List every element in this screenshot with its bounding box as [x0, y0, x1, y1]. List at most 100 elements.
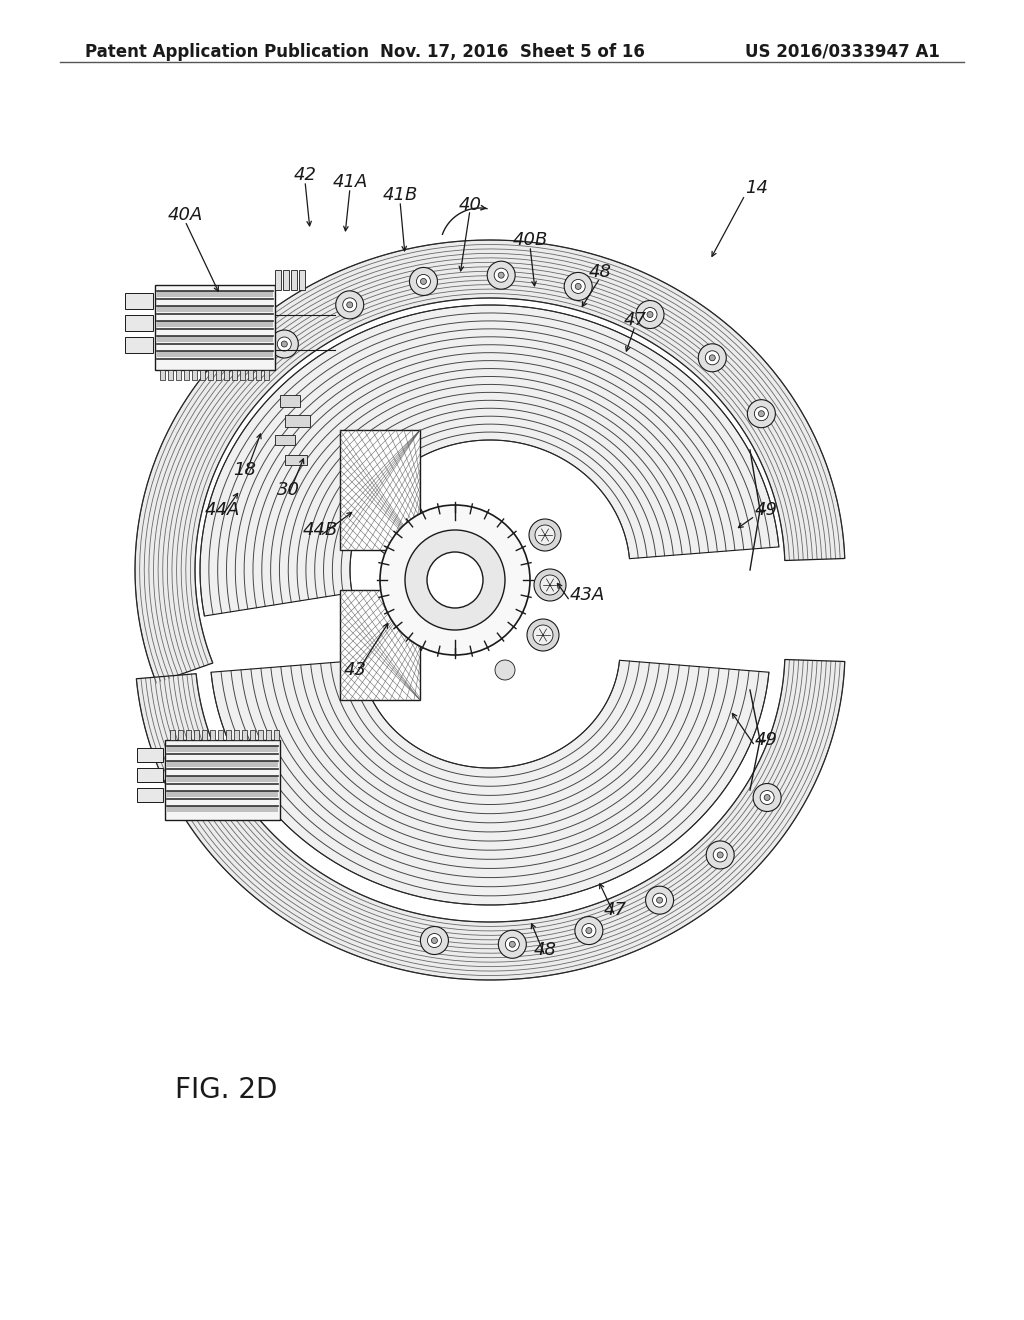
Circle shape — [574, 916, 603, 945]
Circle shape — [564, 272, 592, 301]
Circle shape — [406, 531, 505, 630]
Polygon shape — [136, 660, 845, 979]
Bar — [285, 414, 310, 426]
Circle shape — [498, 272, 504, 279]
Bar — [258, 730, 263, 741]
Bar — [232, 370, 237, 380]
Text: 44A: 44A — [205, 502, 240, 519]
Circle shape — [343, 298, 356, 312]
Bar — [210, 730, 215, 741]
Bar — [285, 455, 307, 465]
Bar — [125, 315, 153, 331]
Polygon shape — [135, 240, 845, 682]
Text: 43: 43 — [343, 661, 367, 678]
Circle shape — [636, 301, 664, 329]
Bar — [226, 730, 231, 741]
Bar — [208, 370, 213, 380]
Text: 49: 49 — [755, 731, 778, 748]
Bar — [137, 768, 163, 781]
Text: US 2016/0333947 A1: US 2016/0333947 A1 — [745, 44, 940, 61]
Bar — [170, 730, 175, 741]
Bar — [176, 370, 181, 380]
Circle shape — [529, 519, 561, 550]
Circle shape — [495, 660, 515, 680]
Bar — [157, 306, 273, 312]
FancyBboxPatch shape — [155, 285, 275, 370]
Bar — [186, 730, 191, 741]
Text: 44B: 44B — [302, 521, 338, 539]
Circle shape — [417, 275, 430, 289]
Bar — [299, 271, 305, 290]
Bar — [264, 370, 269, 380]
Bar — [200, 370, 205, 380]
Bar — [167, 807, 278, 812]
Text: 40B: 40B — [512, 231, 548, 249]
Circle shape — [582, 924, 596, 937]
Circle shape — [755, 407, 768, 421]
Bar — [168, 370, 173, 380]
Text: 47: 47 — [603, 902, 627, 919]
Text: 40: 40 — [459, 195, 481, 214]
Bar — [125, 337, 153, 352]
Text: 40A: 40A — [167, 206, 203, 224]
Circle shape — [645, 886, 674, 915]
Circle shape — [534, 569, 566, 601]
Circle shape — [707, 841, 734, 869]
Bar — [266, 730, 271, 741]
Text: Nov. 17, 2016  Sheet 5 of 16: Nov. 17, 2016 Sheet 5 of 16 — [380, 44, 644, 61]
Text: 14: 14 — [745, 180, 768, 197]
Text: 42: 42 — [294, 166, 316, 183]
Bar — [157, 290, 273, 297]
Circle shape — [278, 337, 291, 351]
Text: 30: 30 — [276, 480, 299, 499]
Circle shape — [647, 312, 653, 318]
Circle shape — [336, 290, 364, 319]
Bar — [242, 730, 247, 741]
Bar — [125, 293, 153, 309]
Circle shape — [431, 937, 437, 944]
Circle shape — [427, 552, 483, 609]
Text: 41A: 41A — [333, 173, 368, 191]
Circle shape — [535, 525, 555, 545]
Bar — [167, 791, 278, 796]
Bar — [137, 788, 163, 803]
Bar — [340, 430, 420, 550]
Circle shape — [505, 937, 519, 952]
Bar — [224, 370, 229, 380]
Bar — [194, 730, 199, 741]
Circle shape — [499, 931, 526, 958]
Circle shape — [270, 330, 298, 358]
Polygon shape — [200, 305, 779, 616]
Polygon shape — [211, 660, 769, 906]
FancyBboxPatch shape — [165, 741, 280, 820]
Circle shape — [652, 894, 667, 907]
Bar — [275, 436, 295, 445]
Text: 43A: 43A — [570, 586, 605, 605]
Bar — [167, 776, 278, 781]
Circle shape — [534, 624, 553, 645]
Bar — [167, 746, 278, 751]
Circle shape — [643, 308, 657, 322]
Bar — [202, 730, 207, 741]
Circle shape — [527, 619, 559, 651]
Circle shape — [421, 927, 449, 954]
Text: 18: 18 — [233, 461, 256, 479]
Circle shape — [487, 261, 515, 289]
Circle shape — [347, 302, 352, 308]
Bar — [178, 730, 183, 741]
Circle shape — [710, 355, 716, 360]
Circle shape — [427, 933, 441, 948]
Circle shape — [698, 343, 726, 372]
Bar — [167, 762, 278, 767]
Bar — [157, 351, 273, 356]
Bar — [184, 370, 189, 380]
Circle shape — [495, 268, 508, 282]
Bar — [280, 395, 300, 407]
Circle shape — [656, 898, 663, 903]
Circle shape — [753, 784, 781, 812]
Circle shape — [759, 411, 764, 417]
Text: 48: 48 — [534, 941, 556, 960]
Bar — [137, 748, 163, 762]
Bar — [275, 271, 281, 290]
Bar — [256, 370, 261, 380]
